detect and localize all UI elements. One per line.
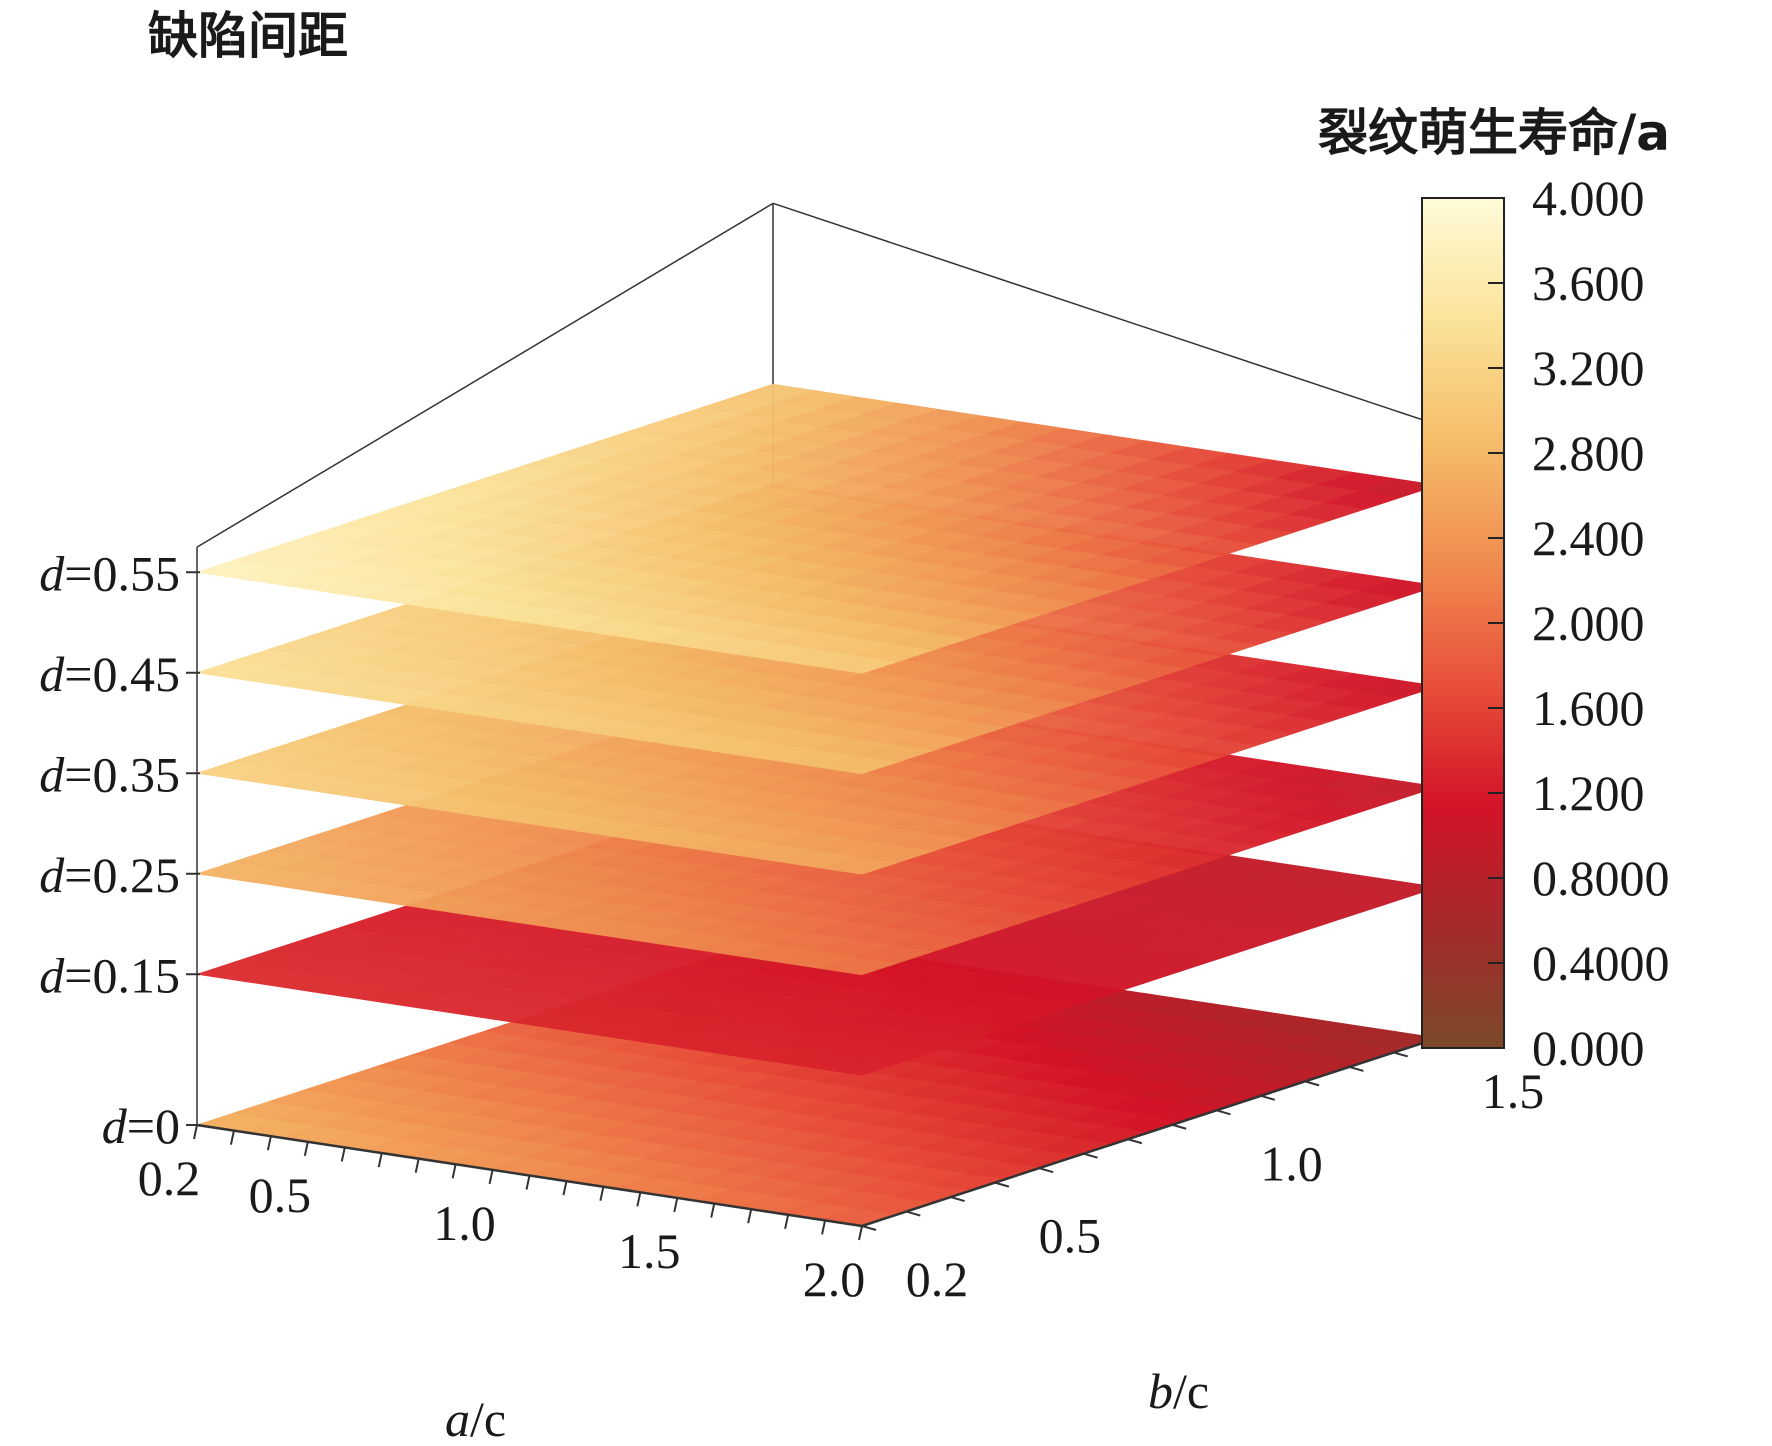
colorbar-tick-label: 4.000 [1532, 170, 1645, 226]
x-tick [599, 1186, 605, 1201]
colorbar-tick-label: 3.600 [1532, 255, 1645, 311]
x-tick [266, 1136, 272, 1151]
slice-plane [196, 383, 1439, 674]
x-tick [858, 1225, 863, 1241]
slice-label-var: d [39, 847, 65, 903]
y-tick [1349, 1065, 1364, 1072]
y-tick [994, 1181, 1010, 1188]
x-tick [451, 1164, 457, 1179]
colorbar-tick-label: 2.400 [1532, 510, 1645, 566]
y-tick [1393, 1051, 1408, 1058]
colorbar-tick-label: 0.000 [1532, 1020, 1645, 1076]
y-tick [861, 1225, 877, 1231]
x-tick [747, 1208, 753, 1224]
colorbar-tick-label: 2.800 [1532, 425, 1645, 481]
slice-label: d=0.35 [39, 746, 180, 802]
x-tick-label: 1.5 [618, 1223, 681, 1279]
x-tick-label: 1.0 [433, 1195, 496, 1251]
slice-label-var: d [102, 1098, 128, 1154]
x-tick [193, 1124, 198, 1140]
y-tick [1216, 1109, 1231, 1116]
y-tick-label: 0.5 [1039, 1208, 1102, 1264]
x-tick [377, 1152, 383, 1168]
y-tick [1038, 1167, 1054, 1174]
y-tick [1127, 1138, 1143, 1145]
x-tick-label: 0.2 [138, 1150, 201, 1206]
box-edge-top-left [196, 202, 774, 548]
colorbar-tick-label: 1.600 [1532, 680, 1645, 736]
slice-label-value: =0 [127, 1098, 180, 1154]
colorbar-tick-label: 0.8000 [1532, 850, 1670, 906]
slice-label-value: =0.35 [64, 746, 180, 802]
y-tick-label: 1.0 [1260, 1135, 1323, 1191]
box-edge-top-back [772, 202, 1439, 426]
x-tick [673, 1197, 679, 1213]
y-tick [1260, 1094, 1276, 1101]
x-tick [636, 1192, 642, 1207]
slice-label-value: =0.25 [64, 847, 180, 903]
slice-label: d=0.45 [39, 646, 180, 702]
colorbar-tick-label: 3.200 [1532, 340, 1645, 396]
x-axis-label-var: a [445, 1391, 470, 1441]
slice-labels: d=0d=0.15d=0.25d=0.35d=0.45d=0.55 [39, 545, 200, 1154]
y-axis-label: b/c [1148, 1363, 1209, 1419]
colorbar-tick-label: 2.000 [1532, 595, 1645, 651]
y-tick [1083, 1152, 1098, 1159]
colorbar-tick-label: 1.200 [1532, 765, 1645, 821]
slice-label: d=0.55 [39, 545, 180, 601]
x-tick-label: 0.5 [249, 1167, 312, 1223]
y-tick-label: 1.5 [1482, 1063, 1545, 1119]
y-tick [906, 1210, 921, 1217]
y-axis-label-rest: /c [1173, 1363, 1209, 1419]
slice-label-value: =0.15 [64, 947, 180, 1003]
slice-label-var: d [39, 947, 65, 1003]
slice-label-value: =0.55 [64, 545, 180, 601]
axes: 0.2 0.5 1.0 1.5 2.0 0.2 0.5 1.0 1.5 [138, 1037, 1545, 1307]
y-tick [1171, 1123, 1187, 1130]
slice-label-var: d [39, 646, 65, 702]
y-tick [1304, 1080, 1320, 1087]
x-tick-label: 2.0 [803, 1251, 866, 1307]
x-axis-label-rest: /c [470, 1391, 506, 1441]
x-tick [414, 1158, 420, 1173]
slice-label: d=0.25 [39, 847, 180, 903]
slice-label: d=0 [102, 1098, 180, 1154]
chart-title: 缺陷间距 [148, 7, 348, 65]
y-axis-line [861, 1036, 1439, 1228]
x-tick [229, 1130, 235, 1145]
slice-group [196, 383, 1439, 1227]
x-tick [710, 1203, 716, 1218]
slice-label-value: =0.45 [64, 646, 180, 702]
x-tick [488, 1169, 494, 1185]
x-tick [303, 1141, 309, 1157]
x-tick [562, 1180, 568, 1196]
x-tick [821, 1220, 827, 1235]
y-axis-label-var: b [1148, 1363, 1173, 1419]
slice-label-var: d [39, 746, 65, 802]
colorbar-ticks: 4.000 3.600 3.200 2.800 2.400 2.000 1.600 1.200… [1488, 170, 1670, 1076]
y-tick [950, 1196, 965, 1203]
colorbar-tick-label: 0.4000 [1532, 935, 1670, 991]
slice-label-var: d [39, 545, 65, 601]
x-axis-label: a/c [445, 1391, 506, 1441]
x-tick [340, 1147, 346, 1162]
x-tick [784, 1214, 790, 1229]
slice-label: d=0.15 [39, 947, 180, 1003]
x-tick [525, 1175, 531, 1190]
y-tick-label: 0.2 [906, 1251, 969, 1307]
colorbar-title: 裂纹萌生寿命/a [1318, 104, 1670, 162]
